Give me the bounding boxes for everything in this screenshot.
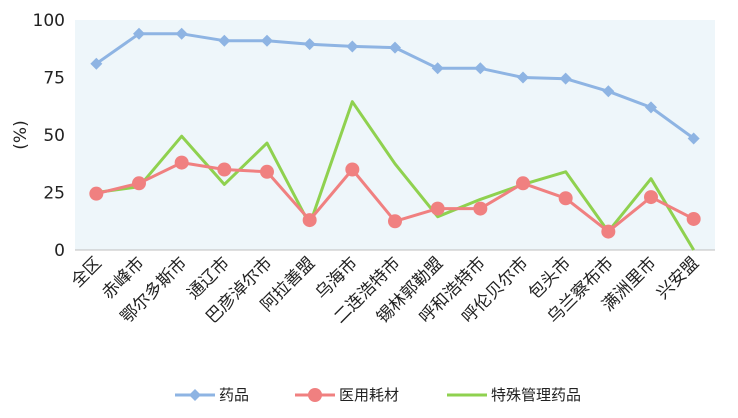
- data-point: [89, 186, 104, 201]
- legend-marker: [189, 389, 201, 401]
- y-tick-label: 75: [43, 69, 65, 89]
- y-axis: 0 25 50 75 100: [33, 11, 65, 261]
- y-axis-label: (%): [11, 120, 31, 149]
- data-point: [431, 62, 444, 75]
- data-point: [346, 40, 359, 53]
- legend-marker: [308, 388, 322, 402]
- x-tick-label: 兴安盟: [653, 253, 703, 303]
- data-point: [645, 101, 657, 114]
- data-point: [217, 162, 232, 177]
- data-point: [558, 191, 573, 206]
- y-tick-label: 100: [33, 11, 65, 31]
- data-point: [559, 72, 572, 85]
- x-tick-label: 全区: [68, 253, 106, 291]
- data-point: [517, 71, 529, 84]
- data-point: [430, 201, 445, 216]
- data-point: [174, 155, 189, 170]
- y-tick-label: 50: [43, 126, 65, 146]
- data-point: [602, 85, 615, 98]
- data-point: [389, 41, 401, 54]
- data-point: [303, 38, 316, 51]
- data-point: [302, 213, 317, 228]
- x-axis: 全区赤峰市鄂尔多斯市通辽市巴彦淖尔市阿拉善盟乌海市二连浩特市锡林郭勒盟呼和浩特市…: [68, 249, 715, 328]
- legend-label: 医用耗材: [339, 386, 399, 404]
- data-point: [686, 211, 701, 226]
- series-layer: [89, 27, 701, 251]
- legend-label: 药品: [219, 386, 249, 404]
- data-point: [601, 224, 616, 239]
- y-tick-label: 0: [54, 241, 65, 261]
- data-point: [132, 176, 146, 191]
- legend-label: 特殊管理药品: [491, 386, 581, 404]
- data-point: [133, 27, 145, 40]
- data-point: [473, 201, 488, 216]
- data-point: [687, 132, 700, 145]
- data-point: [218, 34, 231, 47]
- data-point: [474, 62, 487, 75]
- legend: 药品 医用耗材 特殊管理药品: [175, 386, 581, 404]
- data-point: [90, 57, 103, 70]
- data-point: [345, 162, 360, 177]
- data-point: [388, 214, 402, 229]
- series-line: [96, 100, 695, 251]
- data-point: [644, 190, 658, 205]
- data-point: [516, 176, 530, 191]
- data-point: [260, 164, 274, 179]
- y-tick-label: 25: [43, 184, 65, 204]
- data-point: [175, 27, 188, 40]
- data-point: [261, 34, 273, 47]
